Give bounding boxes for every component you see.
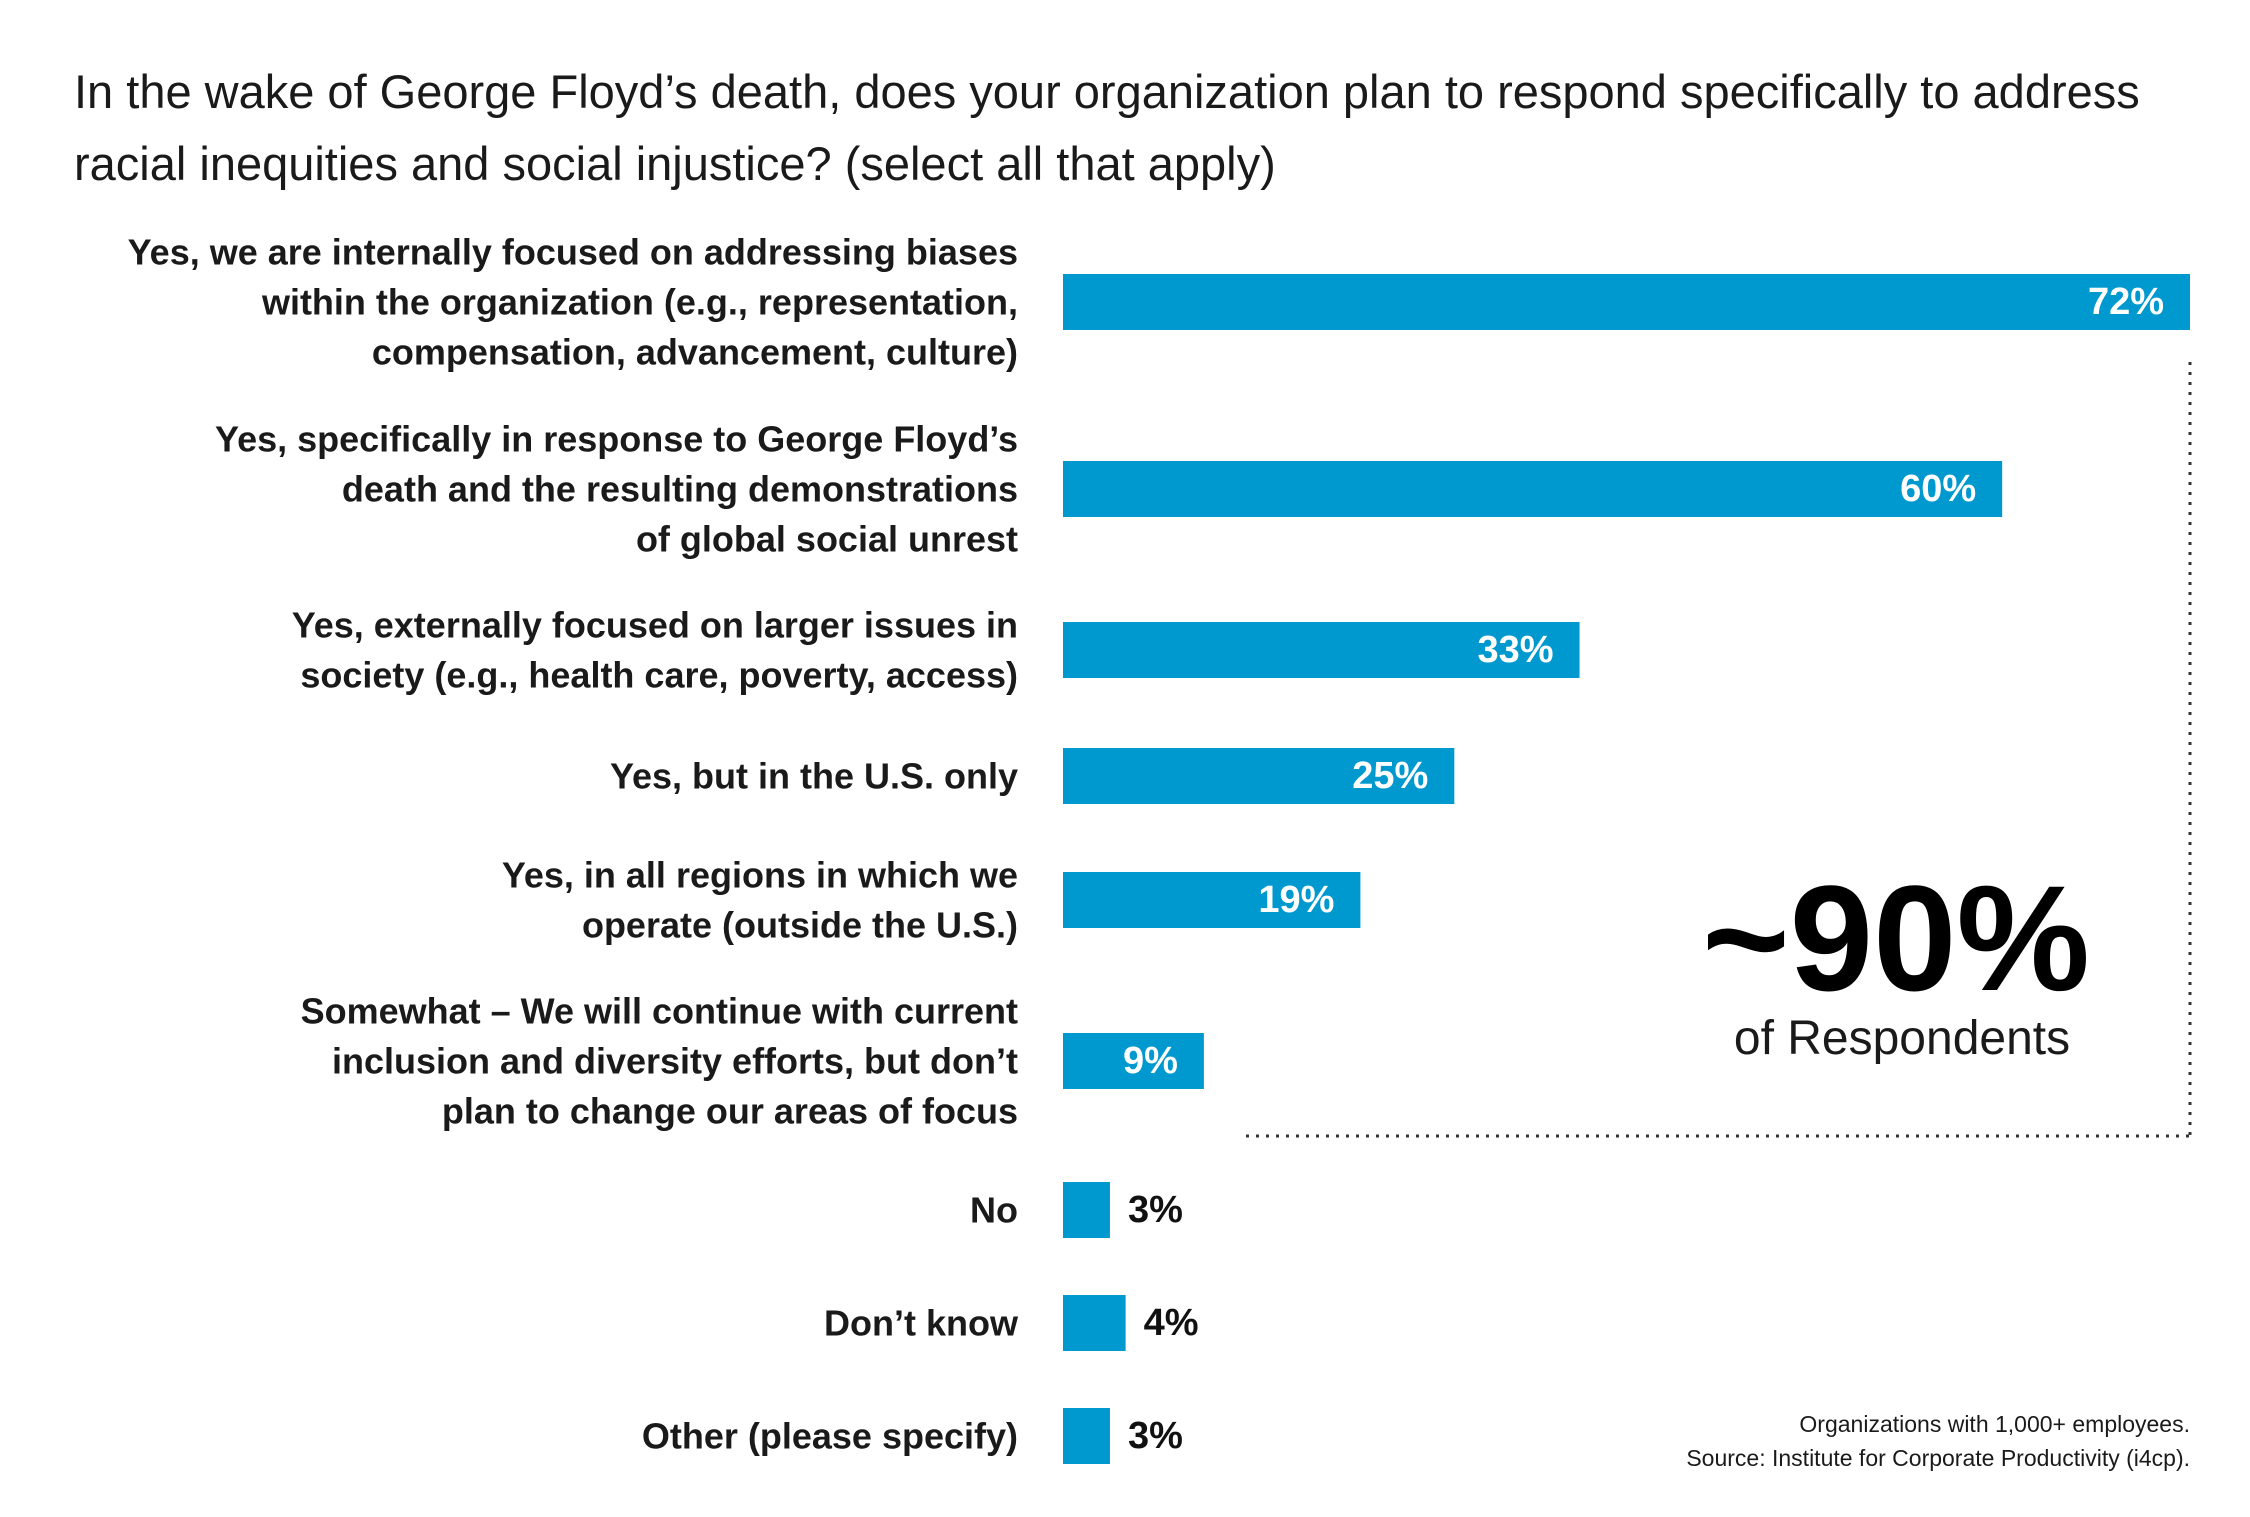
bar-3 (1063, 622, 1580, 678)
bracket-group (1246, 362, 2192, 1138)
bar-5 (1063, 872, 1361, 928)
category-label-9: Other (please specify) (642, 1416, 1018, 1457)
callout-value: ~90% (1702, 854, 2090, 1022)
value-label-4: 25% (1352, 755, 1428, 797)
category-label-1: Yes, we are internally focused on addres… (128, 232, 1018, 373)
bar-7 (1063, 1182, 1110, 1238)
bar-8 (1063, 1295, 1126, 1351)
value-labels: 72% 60% 33% 25% 19% 9% 3% 4% 3% (1123, 281, 2164, 1457)
category-label-2: Yes, specifically in response to George … (215, 419, 1018, 560)
callout-caption: of Respondents (1734, 1012, 2070, 1065)
value-label-3: 33% (1477, 629, 1553, 671)
category-label-7: No (970, 1190, 1018, 1231)
bar-2 (1063, 461, 2003, 517)
value-label-6: 9% (1123, 1040, 1178, 1082)
value-label-2: 60% (1900, 468, 1976, 510)
value-label-8: 4% (1144, 1302, 1199, 1344)
category-label-4: Yes, but in the U.S. only (610, 756, 1018, 797)
category-label-3: Yes, externally focused on larger issues… (292, 605, 1018, 696)
page-title: In the wake of George Floyd’s death, doe… (74, 65, 2140, 190)
bar-4 (1063, 748, 1455, 804)
bars (1063, 274, 2190, 1464)
bar-1 (1063, 274, 2190, 330)
category-label-6: Somewhat – We will continue with current… (301, 991, 1018, 1132)
value-label-7: 3% (1128, 1189, 1183, 1231)
value-label-9: 3% (1128, 1415, 1183, 1457)
category-label-5: Yes, in all regions in which we operate (… (502, 855, 1018, 946)
category-label-8: Don’t know (824, 1303, 1019, 1344)
bar-6 (1063, 1033, 1204, 1089)
value-label-5: 19% (1258, 879, 1334, 921)
footnote-source: Source: Institute for Corporate Producti… (1686, 1445, 2190, 1471)
value-label-1: 72% (2088, 281, 2164, 323)
category-labels: Yes, we are internally focused on addres… (128, 232, 1019, 1457)
footnote-sample: Organizations with 1,000+ employees. (1799, 1411, 2190, 1437)
bar-9 (1063, 1408, 1110, 1464)
